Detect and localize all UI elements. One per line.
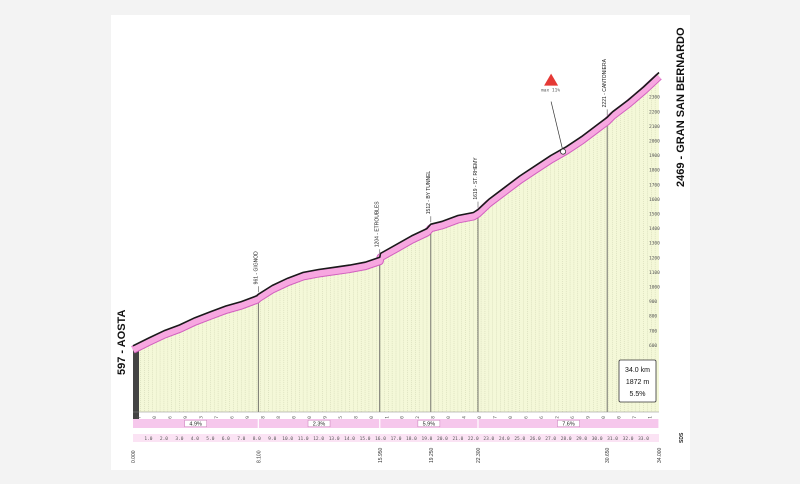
elevation-profile-chart: 600 700 800 900 1000 1100 1200 1300 1400 1500 1600… — [116, 27, 687, 463]
km-tick-label: 4.0 — [191, 436, 199, 442]
km-row — [133, 434, 659, 442]
altitude-tick-label: 600 — [649, 343, 657, 349]
km-tick-label: 7.0 — [237, 436, 245, 442]
km-tick-label: 21.0 — [452, 436, 463, 442]
altitude-tick-label: 1700 — [649, 182, 660, 188]
waypoint-label: 1204 - ETROUBLES — [375, 201, 381, 248]
altitude-tick-label: 900 — [649, 299, 657, 305]
max-gradient-label: max 11% — [541, 88, 560, 94]
distance-marker-label: 34.000 — [657, 447, 663, 463]
km-tick-label: 13.0 — [329, 436, 340, 442]
segment-label: 5.9% — [423, 421, 436, 427]
km-tick-label: 31.0 — [607, 436, 618, 442]
distance-marker-label: 22.300 — [476, 447, 482, 463]
altitude-tick-label: 2200 — [649, 109, 660, 115]
km-tick-label: 1.0 — [144, 436, 152, 442]
km-tick-label: 6.0 — [222, 436, 230, 442]
altitude-tick-label: 2000 — [649, 139, 660, 145]
distance-marker-label: 8.100 — [256, 450, 262, 463]
altitude-tick-label: 1600 — [649, 197, 660, 203]
altitude-tick-label: 2100 — [649, 124, 660, 130]
segment-label: 4.9% — [189, 421, 202, 427]
summary-box — [618, 359, 657, 403]
max-gradient-leader — [550, 101, 564, 152]
segment-label-box — [184, 419, 207, 428]
segment-label-box — [307, 419, 331, 428]
start-wall — [133, 347, 139, 426]
altitude-tick-label: 1500 — [649, 212, 660, 218]
km-tick-label: 16.0 — [375, 436, 386, 442]
max-gradient-point — [560, 148, 567, 155]
altitude-tick-label: 1300 — [649, 241, 660, 247]
km-tick-label: 24.0 — [499, 436, 510, 442]
km-tick-label: 14.0 — [344, 436, 355, 442]
segment-label: 2.3% — [313, 421, 326, 427]
chart-page: 600 700 800 900 1000 1100 1200 1300 1400 1500 1600… — [111, 15, 690, 470]
altitude-tick-label: 1800 — [649, 168, 660, 174]
km-tick-label: 28.0 — [561, 436, 572, 442]
waypoint-label: 2221 - CANTONIERA — [602, 58, 608, 107]
profile-line — [132, 71, 660, 347]
waypoint-label: 961 - GIGNOD — [253, 251, 259, 284]
km-tick-label: 15.0 — [360, 436, 371, 442]
max-gradient-icon — [544, 73, 559, 86]
km-tick-label: 23.0 — [483, 436, 494, 442]
altitude-tick-label: 2300 — [649, 95, 660, 101]
km-tick-label: 32.0 — [623, 436, 634, 442]
altitude-tick-label: 1900 — [649, 153, 660, 159]
km-tick-label: 29.0 — [576, 436, 587, 442]
summary-climb: 1872 m — [626, 379, 650, 386]
distance-marker-label: 19.250 — [429, 447, 435, 463]
km-tick-label: 26.0 — [530, 436, 541, 442]
km-tick-label: 5.0 — [206, 436, 214, 442]
altitude-tick-label: 1100 — [649, 270, 660, 276]
waypoint-label: 1512 - BY TUNNEL — [426, 171, 432, 215]
km-tick-label: 33.0 — [638, 436, 649, 442]
summary-average: 5.5% — [630, 391, 646, 398]
altitude-tick-label: 1400 — [649, 226, 660, 232]
altitude-tick-label: 1000 — [649, 285, 660, 291]
km-tick-label: 17.0 — [391, 436, 402, 442]
distance-marker-label: 15.950 — [378, 447, 384, 463]
segment-label: 7.6% — [562, 421, 575, 427]
km-tick-label: 18.0 — [406, 436, 417, 442]
profile-band — [131, 74, 662, 353]
km-tick-label: 2.0 — [160, 436, 168, 442]
km-tick-label: 9.0 — [268, 436, 276, 442]
km-tick-label: 25.0 — [514, 436, 525, 442]
km-tick-label: 10.0 — [282, 436, 293, 442]
sds-logo: SDS — [679, 432, 685, 443]
km-tick-label: 30.0 — [592, 436, 603, 442]
km-tick-label: 12.0 — [313, 436, 324, 442]
km-tick-label: 3.0 — [175, 436, 183, 442]
altitude-tick-label: 800 — [649, 314, 657, 320]
km-tick-label: 20.0 — [437, 436, 448, 442]
altitude-tick-label: 1200 — [649, 255, 660, 261]
finish-label: 2469 - GRAN SAN BERNARDO — [675, 27, 687, 187]
segment-label-box — [557, 419, 580, 428]
distance-marker-label: 0.000 — [131, 450, 137, 463]
km-tick-label: 22.0 — [468, 436, 479, 442]
km-tick-label: 19.0 — [422, 436, 433, 442]
start-label: 597 - AOSTA — [116, 310, 128, 375]
waypoint-label: 1619 - ST. RHEMY — [473, 157, 479, 200]
km-tick-label: 11.0 — [298, 436, 309, 442]
summary-distance: 34.0 km — [625, 367, 650, 374]
segment-bar — [133, 419, 659, 428]
segment-label-box — [417, 419, 441, 428]
km-tick-label: 27.0 — [545, 436, 556, 442]
distance-marker-label: 30.650 — [605, 447, 611, 463]
altitude-tick-label: 700 — [649, 328, 657, 334]
km-tick-label: 8.0 — [253, 436, 261, 442]
